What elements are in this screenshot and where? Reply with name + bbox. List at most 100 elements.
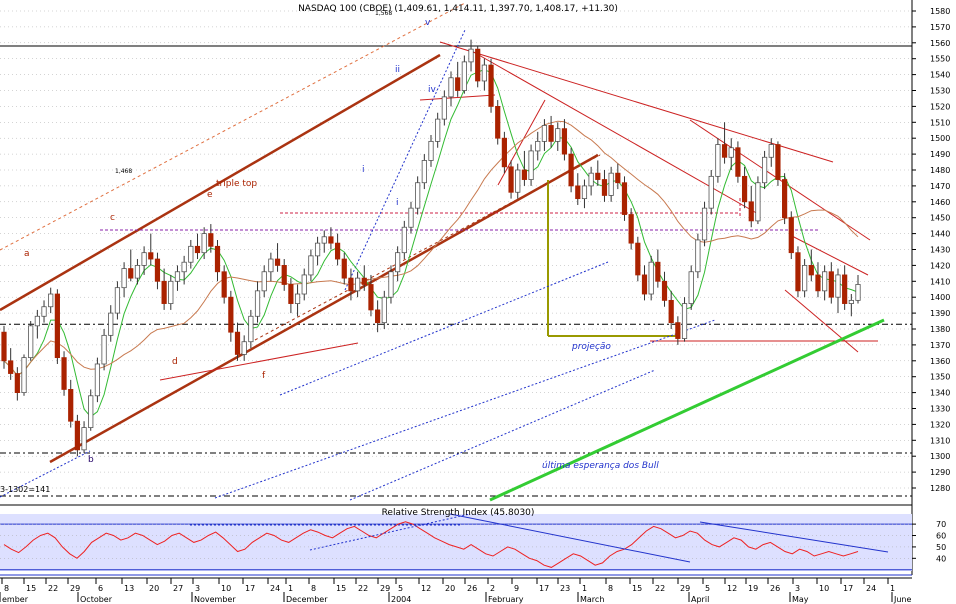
candle-down <box>595 172 601 180</box>
level-label-1568: 1,568 <box>375 10 392 17</box>
wave-label-i: i <box>362 165 365 175</box>
rsi-trend-1 <box>309 513 471 551</box>
wave-label-v: v <box>425 18 431 28</box>
candle-down <box>628 214 634 244</box>
measure-label: 3-1302=141 <box>0 485 50 494</box>
candle-up <box>408 207 414 228</box>
candle-down <box>661 280 668 301</box>
date-tick-label: 22 <box>48 584 58 593</box>
price-tick-label: 1450 <box>930 214 950 223</box>
candle-down <box>721 144 728 158</box>
candle-down <box>161 280 167 304</box>
rsi-tick-label: 40 <box>936 554 946 563</box>
channel-lower-line <box>49 153 599 464</box>
price-tick-label: 1310 <box>930 436 950 445</box>
date-tick-label: 26 <box>467 584 477 593</box>
price-tick-label: 1440 <box>930 230 950 239</box>
wave-iv-line <box>419 94 496 101</box>
price-tick-label: 1320 <box>930 420 950 429</box>
price-tick-label: 1510 <box>930 118 950 127</box>
month-label: March <box>580 595 604 604</box>
chart-title: NASDAQ 100 (CBOE) (1,409.61, 1,414.11, 1… <box>298 4 618 14</box>
date-tick-label: 3 <box>795 584 800 593</box>
price-tick-label: 1520 <box>930 102 950 111</box>
candle-up <box>188 245 194 263</box>
date-tick-label: 8 <box>608 584 613 593</box>
bull-support-line <box>489 318 885 502</box>
price-tick-label: 1570 <box>930 23 950 32</box>
candle-up <box>481 64 487 82</box>
rsi-tick-label: 60 <box>936 532 946 541</box>
resistance-trend-line <box>439 41 834 163</box>
month-label: December <box>286 595 328 604</box>
price-axis: 1280 1290 1300 1310 1320 1330 1340 1350 1360 1370… <box>911 0 950 575</box>
candle-down <box>575 185 581 200</box>
candle-down <box>328 236 334 244</box>
candle-down <box>288 284 294 304</box>
candle-up <box>468 48 474 63</box>
candle-up <box>121 268 127 289</box>
candle-up <box>535 140 541 152</box>
date-tick-label: 15 <box>632 584 642 593</box>
candle-down <box>815 274 821 292</box>
rsi-trend-3 <box>699 521 889 553</box>
candle-up <box>581 185 588 200</box>
price-tick-label: 1580 <box>930 7 950 16</box>
blue-trend-line <box>0 450 91 498</box>
candle-down <box>795 252 801 292</box>
candle-down <box>521 169 528 180</box>
candle-down <box>74 420 80 451</box>
candle-down <box>775 144 781 180</box>
channel-upper-line <box>0 53 441 312</box>
wedge-lower-line <box>784 289 859 353</box>
candle-down <box>655 261 661 282</box>
price-tick-label: 1370 <box>930 341 950 350</box>
candle-up <box>688 271 694 304</box>
candle-up <box>48 293 54 308</box>
date-tick-label: 13 <box>124 584 134 593</box>
triple-top-label: triple top <box>216 179 257 189</box>
trend-lines <box>0 2 885 502</box>
candle-up <box>248 315 254 343</box>
date-tick-label: 3 <box>195 584 200 593</box>
date-tick-label: 9 <box>514 584 519 593</box>
candle-up <box>108 312 114 336</box>
month-label: ember <box>2 595 29 604</box>
candle-up <box>435 118 441 142</box>
candle-down <box>348 277 354 292</box>
candle-up <box>648 261 654 295</box>
candle-up <box>321 236 327 244</box>
date-tick-label: 24 <box>866 584 876 593</box>
month-label: November <box>194 595 236 604</box>
date-tick-label: 24 <box>270 584 280 593</box>
date-tick-label: 29 <box>680 584 690 593</box>
support-trend-line <box>159 342 359 381</box>
candle-up <box>268 258 274 273</box>
price-tick-label: 1430 <box>930 246 950 255</box>
candle-up <box>381 296 387 324</box>
price-tick-label: 1410 <box>930 277 950 286</box>
candle-up <box>241 341 247 355</box>
price-tick-label: 1480 <box>930 166 950 175</box>
candle-down <box>568 153 574 187</box>
price-grid <box>0 10 912 489</box>
candle-up <box>588 172 594 187</box>
candle-up <box>461 61 467 91</box>
date-tick-label: 17 <box>245 584 255 593</box>
candle-down <box>635 242 641 276</box>
date-tick-label: 17 <box>843 584 853 593</box>
candle-up <box>168 280 174 304</box>
projection-label: projeção <box>571 342 611 352</box>
candle-down <box>455 77 461 91</box>
rsi-grid <box>0 523 912 576</box>
candle-up <box>101 334 107 365</box>
candle-down <box>341 258 347 279</box>
month-label: October <box>80 595 113 604</box>
candle-down <box>842 274 848 304</box>
candle-down <box>194 245 201 254</box>
price-tick-label: 1550 <box>930 55 950 64</box>
wave-label-c: c <box>110 213 115 223</box>
candle-down <box>214 245 221 273</box>
candle-up <box>848 299 854 304</box>
